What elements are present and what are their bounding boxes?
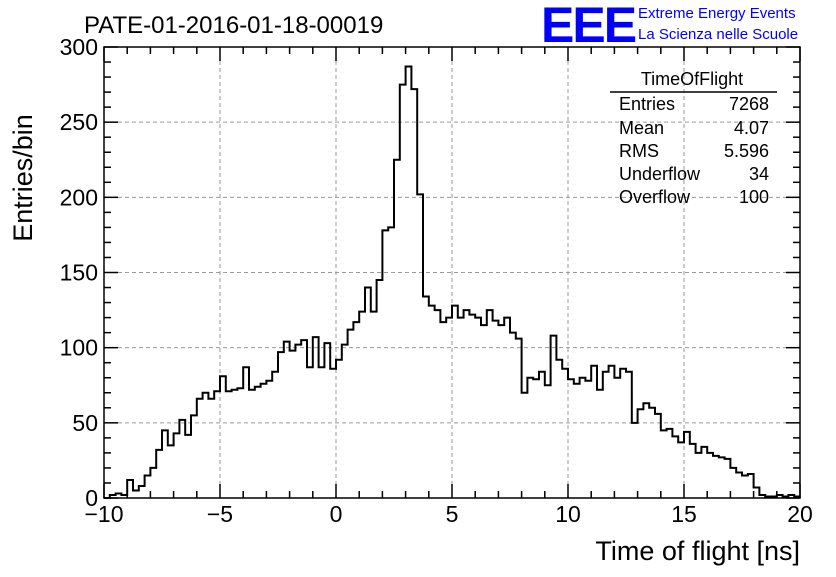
y-tick-label: 200 [60, 184, 98, 210]
x-tick-label: −5 [207, 501, 233, 527]
y-tick-label: 250 [60, 109, 98, 135]
y-tick-label: 50 [72, 410, 98, 436]
stats-label-rms: RMS [619, 141, 659, 161]
x-tick-label: −10 [84, 501, 123, 527]
y-tick-label: 0 [85, 485, 98, 511]
org-name-line2: La Scienza nelle Scuole [638, 26, 798, 43]
stats-label-underflow: Underflow [619, 164, 701, 184]
chart-title: PATE-01-2016-01-18-00019 [84, 12, 383, 39]
x-tick-label: 5 [446, 501, 459, 527]
stats-value-underflow: 34 [749, 164, 769, 184]
x-axis-label: Time of flight [ns] [595, 536, 800, 566]
y-axis-label: Entries/bin [8, 114, 38, 242]
y-tick-label: 150 [60, 260, 98, 286]
x-tick-label: 0 [330, 501, 343, 527]
stats-label-mean: Mean [619, 118, 664, 138]
y-tick-label: 300 [60, 34, 98, 60]
grid-lines [104, 47, 800, 498]
axes [103, 46, 801, 499]
y-tick-label: 100 [60, 335, 98, 361]
x-tick-label: 20 [787, 501, 813, 527]
stats-value-rms: 5.596 [724, 141, 769, 161]
org-name-line1: Extreme Energy Events [638, 5, 796, 22]
stats-value-overflow: 100 [739, 187, 769, 207]
stats-value-mean: 4.07 [734, 118, 769, 138]
stats-value-entries: 7268 [729, 94, 769, 114]
stats-label-overflow: Overflow [619, 187, 691, 207]
stats-label-entries: Entries [619, 94, 675, 114]
eee-logo: EEE [541, 0, 636, 53]
histogram-outline [104, 65, 800, 499]
histogram-series [104, 65, 800, 499]
x-tick-label: 10 [555, 501, 581, 527]
stats-title: TimeOfFlight [641, 69, 743, 89]
stats-box: TimeOfFlight Entries 7268 Mean 4.07 RMS … [610, 69, 777, 207]
x-tick-label: 15 [671, 501, 697, 527]
